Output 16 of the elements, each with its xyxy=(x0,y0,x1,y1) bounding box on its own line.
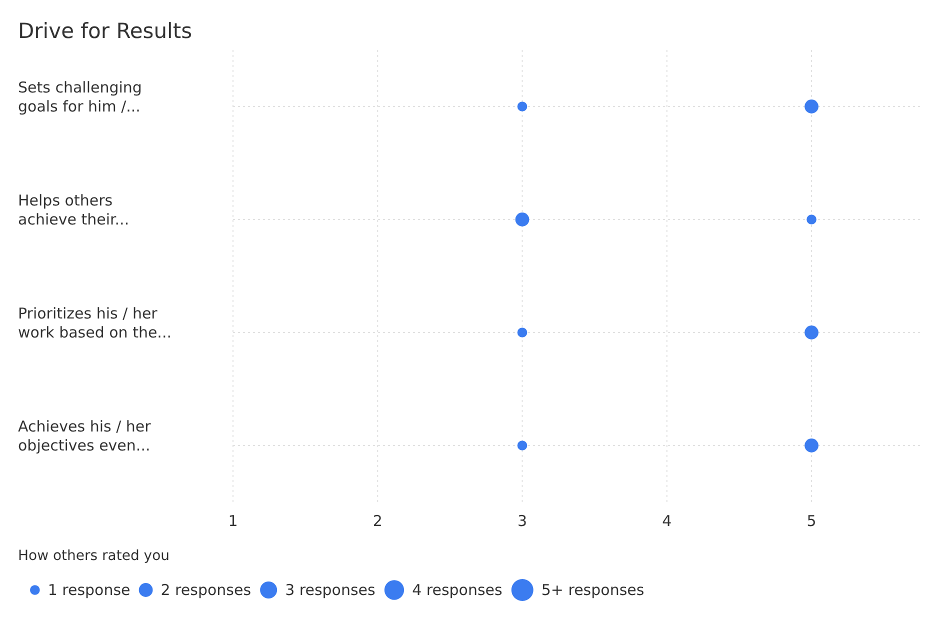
x-tick-label: 4 xyxy=(662,512,672,530)
x-tick-label: 2 xyxy=(372,512,382,530)
legend-label: 4 responses xyxy=(412,581,503,599)
legend-title: How others rated you xyxy=(18,548,170,564)
legend-label: 3 responses xyxy=(285,581,376,599)
chart-title: Drive for Results xyxy=(18,19,192,43)
y-tick-label: Prioritizes his / her work based on the... xyxy=(18,304,172,342)
x-tick-label: 1 xyxy=(228,512,238,530)
legend-label: 5+ responses xyxy=(541,581,644,599)
x-tick-label: 3 xyxy=(517,512,528,530)
y-tick-label: Achieves his / her objectives even... xyxy=(18,418,152,454)
x-tick-label: 5 xyxy=(806,512,816,530)
y-tick-label: Sets challenging goals for him /... xyxy=(18,78,142,116)
legend-label: 2 responses xyxy=(160,581,252,599)
legend-label: 1 response xyxy=(48,581,130,599)
y-tick-label: Helps others achieve their... xyxy=(18,192,130,228)
